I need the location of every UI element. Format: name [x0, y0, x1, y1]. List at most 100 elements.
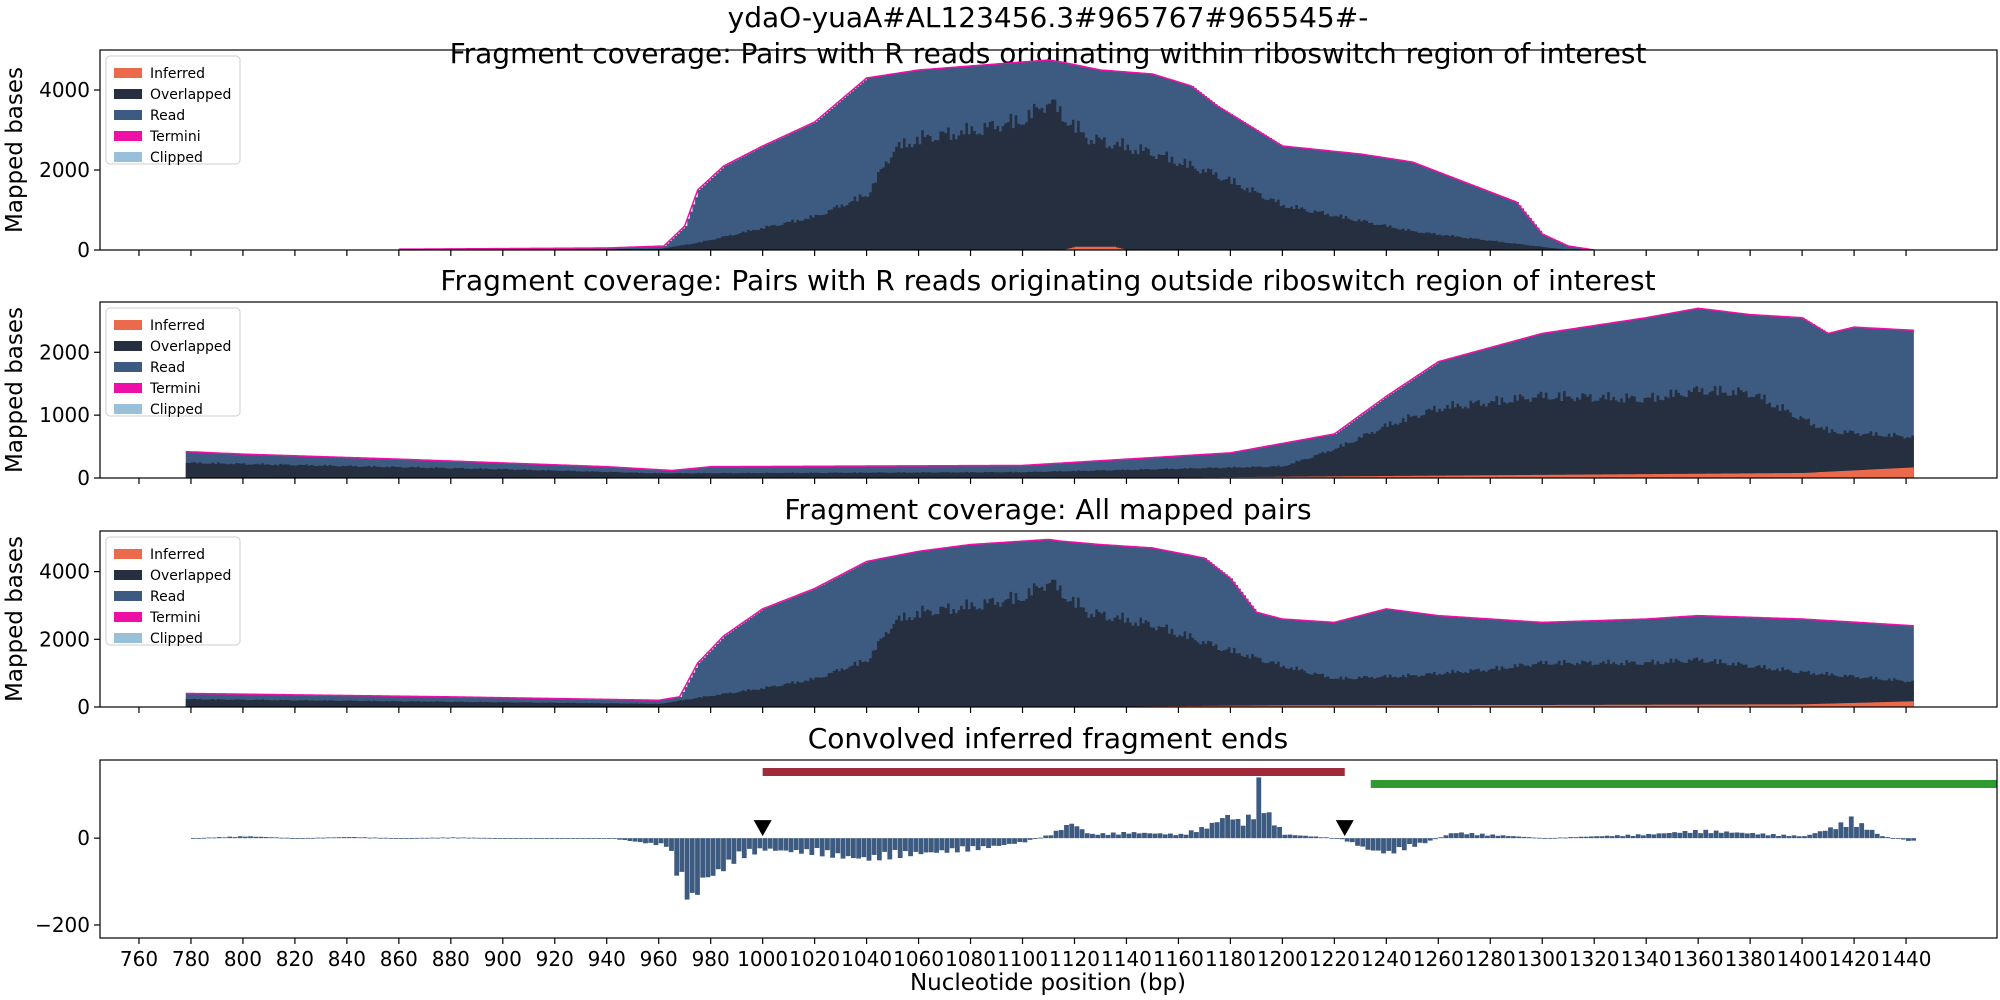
x-tick-label: 800: [224, 947, 262, 971]
series-area-inferred: [1061, 246, 1127, 250]
profile-bar: [1256, 777, 1262, 839]
profile-bar: [856, 838, 861, 859]
profile-bar: [819, 838, 825, 857]
x-tick-label: 1360: [1673, 947, 1724, 971]
plot-area: [185, 307, 1914, 478]
profile-bar: [1911, 838, 1917, 841]
profile-bar: [611, 838, 617, 839]
profile-bar: [1277, 826, 1282, 839]
profile-bar: [606, 838, 612, 839]
profile-bar: [1365, 838, 1371, 850]
profile-bar: [1006, 838, 1012, 844]
profile-bar: [1615, 835, 1620, 839]
profile-bar: [1157, 833, 1163, 839]
profile-bar: [1630, 835, 1636, 839]
y-tick-label: 0: [77, 826, 90, 850]
y-tick-label: 2000: [39, 158, 90, 182]
profile-bar: [1604, 835, 1610, 839]
legend: Inferred Overlapped Read Termini Clipped: [105, 536, 241, 647]
profile-bar: [430, 837, 435, 839]
profile-bar: [248, 836, 253, 839]
profile-bar: [1682, 831, 1688, 839]
profile-bar: [1339, 838, 1345, 840]
legend-swatch-overlapped: [114, 89, 142, 99]
profile-bar: [1105, 834, 1111, 839]
y-tick-label: −200: [35, 913, 90, 937]
profile-bar: [1620, 836, 1625, 839]
profile-bar: [305, 837, 311, 839]
profile-bar: [1271, 825, 1277, 839]
profile-bar: [1760, 833, 1766, 839]
profile-bar: [1495, 835, 1501, 839]
profile-bar: [1235, 818, 1241, 839]
profile-bar: [1183, 834, 1189, 839]
x-tick-label: 940: [588, 947, 626, 971]
profile-bar: [1433, 838, 1438, 840]
x-tick-label: 1020: [789, 947, 840, 971]
x-tick-label: 1000: [737, 947, 788, 971]
profile-bar: [1095, 834, 1101, 839]
profile-bar: [679, 838, 685, 872]
profile-bar: [1563, 837, 1568, 839]
profile-bar: [1485, 835, 1490, 839]
profile-bar: [1375, 838, 1381, 851]
profile-bar: [1479, 833, 1485, 839]
x-tick-label: 1420: [1829, 947, 1880, 971]
profile-bar: [1370, 838, 1376, 851]
profile-bar: [835, 838, 841, 854]
x-tick-label: 1060: [893, 947, 944, 971]
profile-bar: [871, 838, 877, 855]
profile-bar: [336, 837, 342, 839]
profile-bar: [944, 838, 950, 853]
profile-bar: [1074, 826, 1080, 839]
profile-bar: [1526, 837, 1532, 839]
profile-bar: [830, 838, 836, 858]
profile-bar: [1469, 832, 1475, 839]
profile-bar: [1204, 828, 1210, 839]
profile-bar: [700, 838, 706, 878]
profile-bar: [539, 838, 544, 839]
legend-swatch-clipped: [114, 404, 142, 414]
legend-swatch-read: [114, 591, 142, 601]
profile-bar: [1568, 837, 1574, 839]
profile-bar: [1521, 836, 1527, 839]
profile-bar: [726, 838, 732, 860]
x-tick-label: 1220: [1309, 947, 1360, 971]
legend-label-clipped: Clipped: [150, 150, 203, 166]
x-tick-label: 1160: [1153, 947, 1204, 971]
profile-bar: [378, 837, 383, 839]
profile-bar: [1802, 836, 1807, 839]
x-tick-label: 1380: [1725, 947, 1776, 971]
profile-bar: [513, 838, 518, 839]
profile-bar: [731, 838, 737, 864]
profile-bar: [289, 838, 295, 839]
legend-label-clipped: Clipped: [150, 402, 203, 418]
profile-bar: [1230, 819, 1236, 839]
x-tick-label: 1180: [1205, 947, 1256, 971]
profile-bar: [788, 838, 794, 853]
profile-bar: [456, 837, 461, 839]
profile-bar: [1594, 836, 1600, 839]
profile-bar: [689, 838, 695, 893]
profile-bar: [1391, 838, 1397, 854]
profile-bar: [991, 838, 997, 846]
panel-frame: [99, 301, 1998, 479]
legend-swatch-clipped: [114, 633, 142, 643]
profile-bar: [1744, 833, 1750, 839]
profile-bar: [975, 838, 981, 851]
x-tick-label: 1040: [841, 947, 892, 971]
x-axis-label: Nucleotide position (bp): [910, 970, 1186, 996]
profile-bar: [1505, 836, 1511, 839]
x-tick-label: 920: [536, 947, 574, 971]
profile-bar: [882, 838, 887, 852]
profile-bar: [663, 838, 669, 847]
profile-bar: [1386, 838, 1392, 851]
profile-bar: [741, 838, 747, 859]
profile-bar: [1692, 829, 1698, 839]
profile-bar: [809, 838, 815, 855]
legend-label-termini: Termini: [149, 129, 201, 145]
profile-bar: [1349, 838, 1355, 843]
profile-bar: [206, 837, 212, 839]
profile-bar: [1880, 836, 1885, 839]
profile-bar: [419, 837, 425, 839]
